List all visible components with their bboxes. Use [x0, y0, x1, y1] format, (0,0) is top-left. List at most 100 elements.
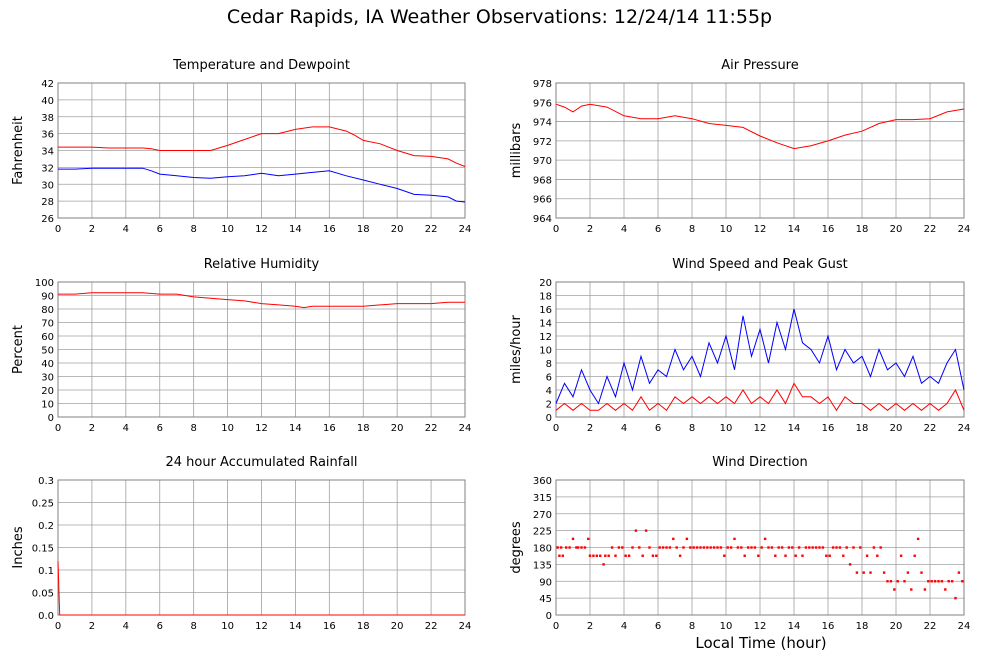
plot-frame — [57, 82, 466, 219]
y-tick-label: 978 — [533, 79, 552, 90]
data-point — [831, 546, 835, 549]
data-point — [961, 580, 964, 583]
series-line-0 — [555, 308, 965, 405]
x-tick-label: 12 — [754, 423, 767, 434]
data-point — [933, 580, 937, 583]
data-point — [825, 554, 828, 557]
x-tick-label: 24 — [459, 621, 472, 632]
y-tick-label: 36 — [41, 130, 54, 141]
y-tick-label: 966 — [533, 195, 552, 206]
y-tick-label: 8 — [546, 359, 552, 370]
data-point — [893, 588, 896, 591]
x-tick-label: 8 — [190, 224, 196, 235]
data-point — [896, 580, 899, 583]
data-point — [729, 546, 733, 549]
plot-frame — [57, 281, 466, 418]
data-point — [889, 580, 893, 583]
data-point — [682, 546, 685, 549]
y-tick-label: 26 — [41, 214, 54, 225]
plot-frame — [555, 82, 965, 219]
x-tick-label: 12 — [754, 621, 767, 632]
y-tick-label: 0.25 — [32, 499, 54, 510]
y-tick-label: 0.1 — [38, 566, 54, 577]
data-point — [930, 580, 933, 583]
data-point — [757, 554, 760, 557]
data-point — [777, 546, 780, 549]
y-tick-label: 0 — [546, 611, 552, 622]
x-tick-label: 22 — [924, 621, 937, 632]
plot-frame — [555, 281, 965, 418]
data-point — [658, 546, 661, 549]
data-point — [733, 537, 736, 541]
data-point — [665, 546, 668, 549]
data-point — [607, 554, 610, 557]
x-tick-label: 8 — [190, 423, 196, 434]
data-point — [774, 554, 777, 557]
x-tick-label: 16 — [822, 224, 835, 235]
data-point — [804, 546, 808, 549]
data-point — [828, 554, 831, 557]
y-tick-label: 976 — [533, 98, 552, 109]
chart-title: Wind Speed and Peak Gust — [672, 257, 847, 272]
y-tick-label: 968 — [533, 175, 552, 186]
y-tick-label: 30 — [41, 180, 54, 191]
x-tick-label: 0 — [553, 423, 559, 434]
data-point — [668, 546, 672, 549]
chart-title: Air Pressure — [721, 58, 799, 73]
y-tick-label: 4 — [546, 386, 552, 397]
x-tick-label: 10 — [221, 224, 234, 235]
y-tick-label: 30 — [41, 373, 54, 384]
y-tick-label: 315 — [533, 493, 552, 504]
data-point — [848, 563, 852, 566]
x-tick-label: 2 — [587, 621, 593, 632]
data-point — [814, 546, 818, 549]
x-tick-label: 20 — [391, 423, 404, 434]
x-tick-label: 2 — [89, 423, 95, 434]
data-point — [859, 546, 862, 549]
data-point — [916, 537, 920, 541]
x-tick-label: 10 — [720, 224, 733, 235]
y-tick-label: 40 — [41, 96, 54, 107]
data-point — [923, 588, 927, 591]
y-tick-label: 360 — [533, 476, 552, 487]
x-tick-label: 6 — [655, 423, 661, 434]
data-point — [575, 546, 578, 549]
data-point — [595, 554, 598, 557]
data-point — [723, 554, 726, 557]
data-point — [906, 571, 910, 574]
data-point — [808, 546, 811, 549]
data-point — [869, 571, 872, 574]
data-point — [753, 546, 757, 549]
x-tick-label: 4 — [621, 224, 627, 235]
data-point — [565, 546, 568, 549]
data-point — [797, 546, 801, 549]
data-point — [716, 546, 719, 549]
y-tick-label: 20 — [41, 386, 54, 397]
x-tick-label: 22 — [425, 224, 438, 235]
data-point — [736, 546, 740, 549]
data-point — [791, 546, 794, 549]
y-axis-label: degrees — [509, 521, 524, 574]
data-point — [588, 554, 592, 557]
x-tick-label: 12 — [255, 621, 268, 632]
x-tick-label: 4 — [123, 621, 129, 632]
data-point — [746, 546, 750, 549]
data-point — [719, 546, 723, 549]
x-tick-label: 0 — [55, 224, 61, 235]
x-tick-label: 8 — [689, 224, 695, 235]
data-point — [638, 546, 641, 549]
x-tick-label: 24 — [958, 423, 971, 434]
data-point — [842, 554, 845, 557]
data-point — [913, 554, 916, 557]
data-point — [634, 529, 638, 532]
y-axis-label: Fahrenheit — [11, 116, 26, 185]
data-point — [865, 554, 869, 557]
y-axis-label: millibars — [509, 123, 524, 179]
x-tick-label: 2 — [89, 224, 95, 235]
data-point — [743, 554, 746, 557]
data-point — [699, 546, 702, 549]
chart-title: Temperature and Dewpoint — [172, 58, 350, 73]
data-point — [571, 537, 575, 541]
